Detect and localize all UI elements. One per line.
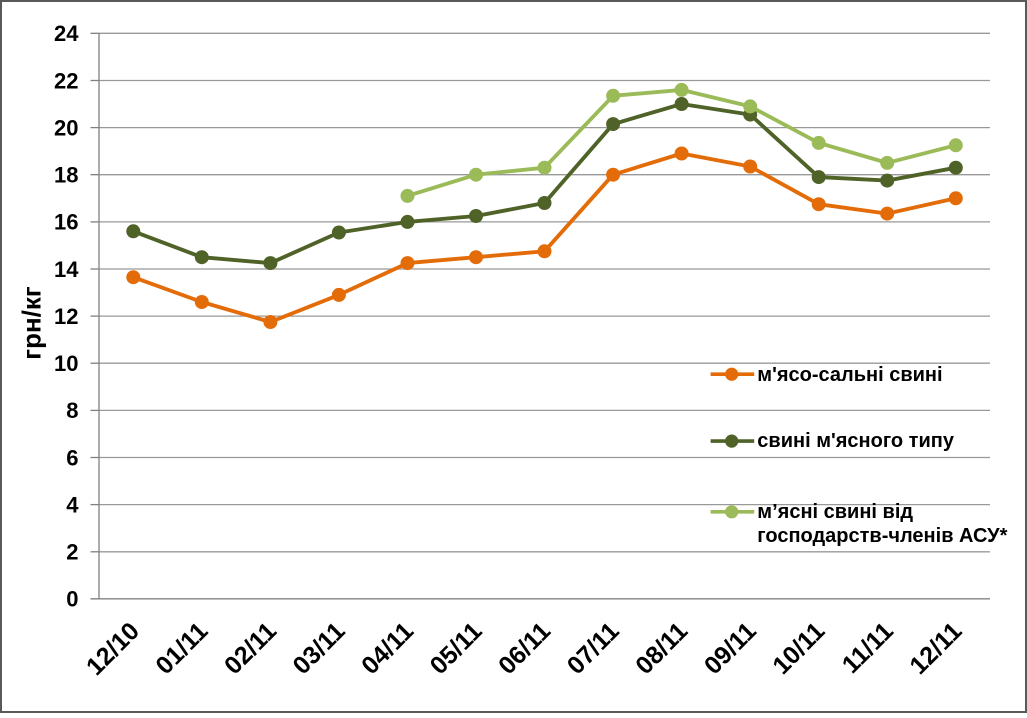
svg-text:8: 8 xyxy=(66,398,78,423)
svg-text:14: 14 xyxy=(54,257,79,282)
svg-text:м'ясо-сальні свині: м'ясо-сальні свині xyxy=(757,364,942,386)
svg-text:18: 18 xyxy=(54,163,78,188)
svg-text:грн/кг: грн/кг xyxy=(16,286,46,360)
svg-text:4: 4 xyxy=(66,492,79,517)
svg-text:20: 20 xyxy=(54,115,78,140)
svg-text:22: 22 xyxy=(54,68,78,93)
svg-text:24: 24 xyxy=(54,21,79,46)
svg-text:0: 0 xyxy=(66,587,78,612)
svg-text:свині м'ясного типу: свині м'ясного типу xyxy=(757,430,955,452)
svg-text:10: 10 xyxy=(54,351,78,376)
svg-text:16: 16 xyxy=(54,210,78,235)
svg-text:6: 6 xyxy=(66,445,78,470)
svg-text:м’ясні свині від: м’ясні свині від xyxy=(757,501,913,523)
svg-text:господарств-членів АСУ*: господарств-членів АСУ* xyxy=(757,525,1007,547)
svg-text:2: 2 xyxy=(66,540,78,565)
svg-text:12: 12 xyxy=(54,304,78,329)
